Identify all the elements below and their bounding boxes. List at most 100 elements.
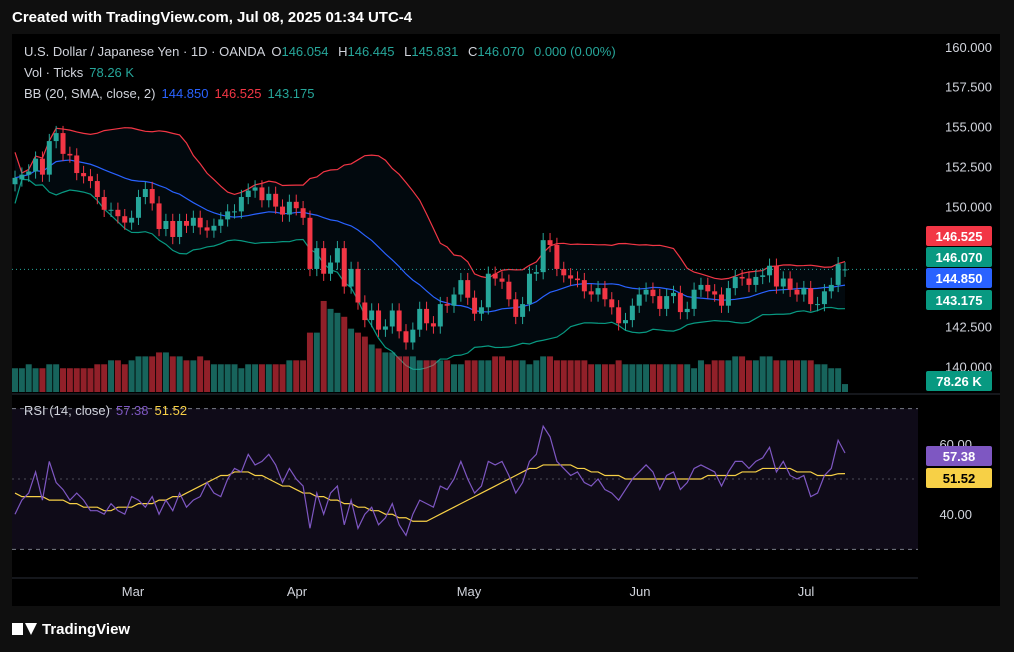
volume-bar xyxy=(492,356,499,392)
price-tick-label: 160.000 xyxy=(945,40,992,55)
candle-body xyxy=(760,275,766,277)
candle-body xyxy=(629,305,635,321)
volume-bar xyxy=(18,368,25,392)
candle-body xyxy=(232,211,238,213)
candle-body xyxy=(472,297,478,314)
volume-badge-bg xyxy=(926,371,992,391)
volume-bar xyxy=(711,360,718,392)
volume-bar xyxy=(279,364,286,392)
candle-body xyxy=(657,296,663,309)
volume-bar xyxy=(464,360,471,392)
bb-upper-badge: 146.525 xyxy=(936,229,983,244)
volume-bar xyxy=(149,356,156,392)
candle-body xyxy=(115,209,121,217)
volume-bar xyxy=(402,356,409,392)
volume-bar xyxy=(814,364,821,392)
volume-bar xyxy=(306,332,313,392)
volume-bar xyxy=(622,364,629,392)
candle-body xyxy=(732,276,738,289)
volume-bar xyxy=(471,360,478,392)
candle-body xyxy=(46,141,52,175)
volume-bar xyxy=(759,356,766,392)
volume-bar xyxy=(842,384,848,392)
candle-body xyxy=(609,299,615,308)
candle-body xyxy=(773,265,779,287)
volume-bar xyxy=(505,360,512,392)
rsi-ma-badge: 51.52 xyxy=(943,471,976,486)
time-label-jun: Jun xyxy=(630,584,651,599)
tradingview-brand[interactable]: TradingView xyxy=(12,620,130,638)
bb-lower-badge-bg xyxy=(926,290,992,310)
volume-bar xyxy=(87,368,94,392)
candle-body xyxy=(156,203,162,229)
volume-bar xyxy=(313,332,320,392)
candle-body xyxy=(122,216,128,223)
volume-bar xyxy=(485,360,492,392)
brand-name: TradingView xyxy=(42,620,131,638)
candle-body xyxy=(252,187,258,191)
candle-body xyxy=(403,331,409,343)
volume-bar xyxy=(162,352,169,392)
candle-body xyxy=(581,280,587,292)
volume-bar xyxy=(293,360,300,392)
volume-bar xyxy=(416,360,423,392)
candle-body xyxy=(362,302,368,321)
bb-basis-badge: 144.850 xyxy=(936,271,983,286)
volume-bar xyxy=(231,364,238,392)
chart-frame[interactable] xyxy=(12,34,1000,606)
volume-bar xyxy=(258,364,265,392)
time-label-apr: Apr xyxy=(287,584,308,599)
candle-body xyxy=(684,308,690,313)
volume-bar xyxy=(190,360,197,392)
candle-body xyxy=(33,158,39,172)
rsi-value-badge-bg xyxy=(926,446,992,466)
candle-body xyxy=(671,292,677,297)
candle-body xyxy=(513,299,519,317)
candle-body xyxy=(238,197,244,212)
volume-bar xyxy=(629,364,636,392)
candle-body xyxy=(39,158,45,175)
last-price-badge-bg xyxy=(926,247,992,267)
bb-basis-value: 144.850 xyxy=(161,86,209,101)
volume-bar xyxy=(224,364,231,392)
candle-body xyxy=(794,289,800,295)
volume-bar xyxy=(793,360,800,392)
symbol-name: U.S. Dollar / Japanese Yen · 1D · OANDA xyxy=(24,44,266,59)
candle-body xyxy=(389,310,395,327)
candle-body xyxy=(101,197,107,210)
candle-body xyxy=(334,248,340,263)
volume-bar xyxy=(341,316,348,392)
volume-bar xyxy=(718,360,725,392)
change-value: 0.000 (0.00%) xyxy=(533,44,616,59)
candle-body xyxy=(204,227,210,231)
volume-bar xyxy=(300,360,307,392)
close-value: 146.070 xyxy=(477,44,525,59)
bb-lower-badge: 143.175 xyxy=(936,293,983,308)
legend-symbol-row: U.S. Dollar / Japanese Yen · 1D · OANDA O… xyxy=(24,44,622,59)
volume-bar xyxy=(457,364,464,392)
candle-body xyxy=(478,307,484,314)
volume-bar xyxy=(828,368,835,392)
candle-body xyxy=(568,275,574,279)
candle-body xyxy=(725,288,731,306)
bb-basis-badge-bg xyxy=(926,268,992,288)
candle-body xyxy=(129,217,135,223)
candle-body xyxy=(842,269,848,271)
volume-bar xyxy=(807,360,814,392)
volume-bar xyxy=(108,360,115,392)
volume-bar xyxy=(821,364,828,392)
volume-bar xyxy=(835,368,842,392)
volume-bar xyxy=(595,364,602,392)
volume-bar xyxy=(53,364,60,392)
candle-body xyxy=(190,217,196,226)
candle-body xyxy=(492,273,498,279)
volume-bar xyxy=(334,312,341,392)
time-label-jul: Jul xyxy=(798,584,815,599)
volume-bar xyxy=(142,356,149,392)
candle-body xyxy=(622,320,628,324)
candle-body xyxy=(780,278,786,287)
candle-body xyxy=(451,294,457,306)
candle-body xyxy=(149,189,155,204)
low-label: L xyxy=(404,44,412,59)
